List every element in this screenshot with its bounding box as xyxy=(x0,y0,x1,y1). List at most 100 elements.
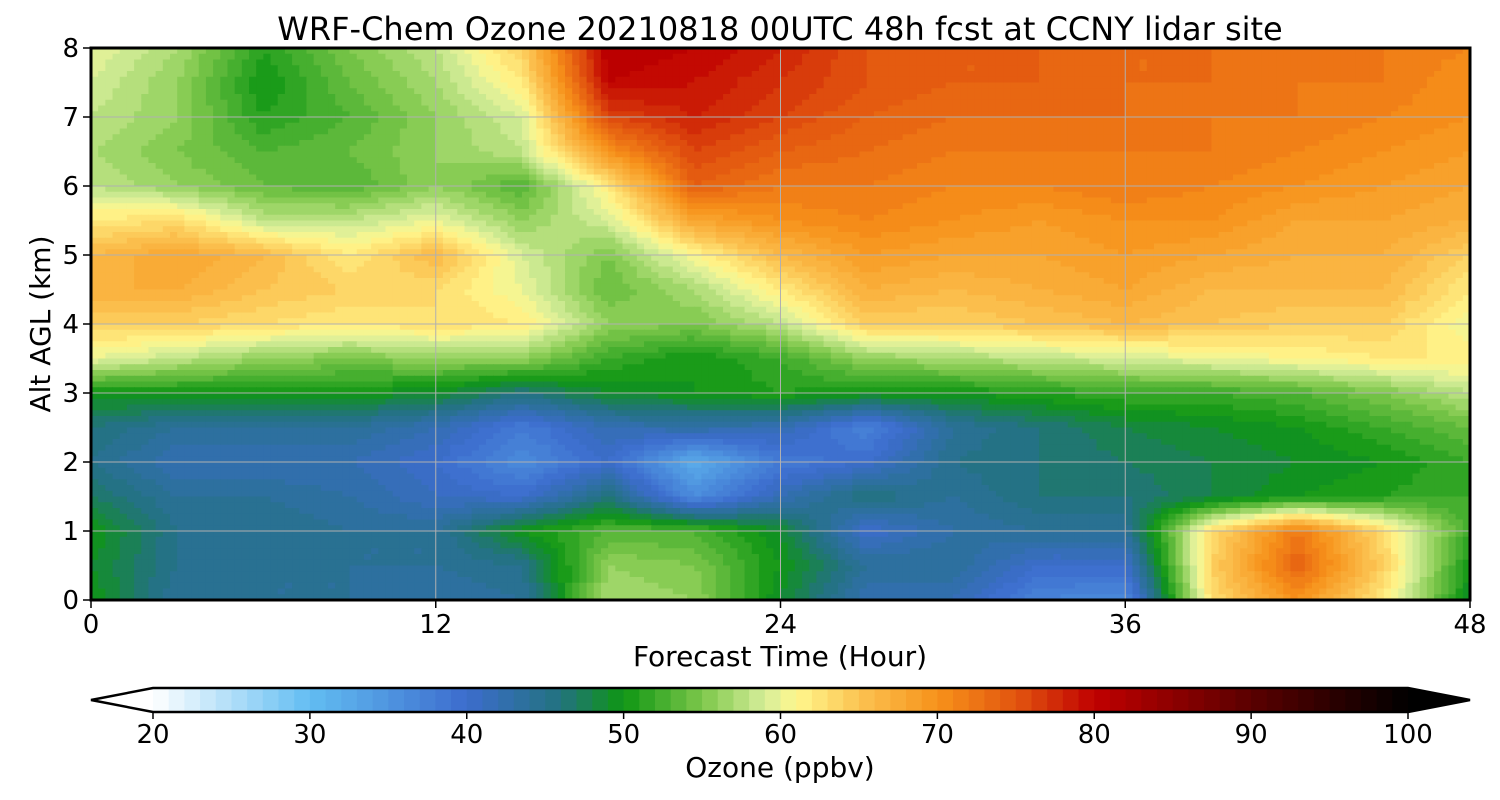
contour-cell xyxy=(529,174,537,181)
contour-cell xyxy=(629,180,638,187)
contour-cell xyxy=(1053,168,1062,176)
contour-cell xyxy=(1333,186,1342,193)
contour-cell xyxy=(1024,71,1033,78)
contour-cell xyxy=(579,99,588,107)
contour-cell xyxy=(105,168,114,176)
contour-cell xyxy=(428,145,437,153)
contour-cell xyxy=(1161,111,1169,118)
contour-cell xyxy=(514,117,523,124)
contour-cell xyxy=(349,71,358,78)
contour-cell xyxy=(134,99,142,107)
contour-cell xyxy=(421,163,430,170)
contour-cell xyxy=(636,186,645,193)
contour-cell xyxy=(292,191,300,199)
contour-cell xyxy=(105,94,114,101)
contour-cell xyxy=(378,128,387,135)
contour-cell xyxy=(335,151,343,158)
contour-cell xyxy=(866,157,875,164)
contour-cell xyxy=(1405,180,1414,187)
contour-cell xyxy=(1434,105,1442,112)
contour-cell xyxy=(1462,111,1471,118)
contour-cell xyxy=(328,82,336,89)
contour-cell xyxy=(249,88,257,95)
contour-cell xyxy=(1398,134,1406,141)
contour-cell xyxy=(672,145,681,153)
contour-cell xyxy=(241,105,250,112)
contour-cell xyxy=(1110,186,1119,193)
contour-cell xyxy=(198,163,207,170)
contour-cell xyxy=(1333,59,1342,66)
contour-cell xyxy=(306,145,315,153)
contour-cell xyxy=(952,140,961,147)
contour-cell xyxy=(98,186,106,193)
contour-cell xyxy=(1455,191,1464,199)
contour-cell xyxy=(1412,111,1421,118)
contour-cell xyxy=(1168,168,1177,176)
contour-cell xyxy=(1376,105,1385,112)
contour-cell xyxy=(119,105,128,112)
contour-cell xyxy=(335,99,343,107)
contour-cell xyxy=(751,157,760,164)
contour-cell xyxy=(177,76,185,84)
contour-cell xyxy=(205,157,214,164)
contour-cell xyxy=(1197,59,1205,66)
contour-cell xyxy=(313,186,322,193)
contour-cell xyxy=(960,134,968,141)
contour-cell xyxy=(249,157,257,164)
contour-cell xyxy=(385,157,394,164)
contour-cell xyxy=(1161,88,1169,95)
contour-cell xyxy=(1326,71,1335,78)
contour-cell xyxy=(213,191,221,199)
contour-cell xyxy=(751,128,760,135)
contour-cell xyxy=(1383,48,1392,55)
contour-cell xyxy=(938,128,947,135)
contour-cell xyxy=(960,163,968,170)
contour-cell xyxy=(1039,65,1047,72)
contour-cell xyxy=(794,99,803,107)
contour-cell xyxy=(960,88,968,95)
contour-cell xyxy=(1211,65,1220,72)
contour-cell xyxy=(1347,128,1356,135)
contour-cell xyxy=(500,117,509,124)
contour-cell xyxy=(579,145,588,153)
contour-cell xyxy=(435,117,444,124)
contour-cell xyxy=(292,65,300,72)
contour-cell xyxy=(385,122,394,130)
contour-cell xyxy=(91,65,99,72)
contour-cell xyxy=(837,180,846,187)
contour-cell xyxy=(1132,163,1141,170)
contour-cell xyxy=(1074,99,1083,107)
contour-cell xyxy=(320,53,329,61)
contour-cell xyxy=(651,191,659,199)
contour-cell xyxy=(1067,191,1076,199)
contour-cell xyxy=(672,128,681,135)
contour-cell xyxy=(299,71,308,78)
contour-cell xyxy=(1376,134,1385,141)
contour-cell xyxy=(521,76,530,84)
contour-cell xyxy=(1311,59,1320,66)
contour-cell xyxy=(895,71,904,78)
contour-cell xyxy=(794,48,803,55)
contour-cell xyxy=(988,151,997,158)
contour-cell xyxy=(162,180,171,187)
contour-cell xyxy=(802,157,810,164)
contour-cell xyxy=(1010,186,1019,193)
contour-cell xyxy=(995,174,1004,181)
contour-cell xyxy=(234,122,243,130)
contour-cell xyxy=(162,82,171,89)
contour-cell xyxy=(830,128,839,135)
contour-cell xyxy=(565,76,573,84)
contour-cell xyxy=(249,145,257,153)
contour-cell xyxy=(1168,128,1177,135)
contour-cell xyxy=(507,134,516,141)
contour-cell xyxy=(414,53,422,61)
contour-cell xyxy=(1326,111,1335,118)
contour-cell xyxy=(162,134,171,141)
contour-cell xyxy=(859,191,868,199)
contour-cell xyxy=(198,99,207,107)
contour-cell xyxy=(1125,168,1134,176)
contour-cell xyxy=(227,105,236,112)
contour-cell xyxy=(651,168,659,176)
contour-cell xyxy=(665,174,674,181)
contour-cell xyxy=(1067,168,1076,176)
